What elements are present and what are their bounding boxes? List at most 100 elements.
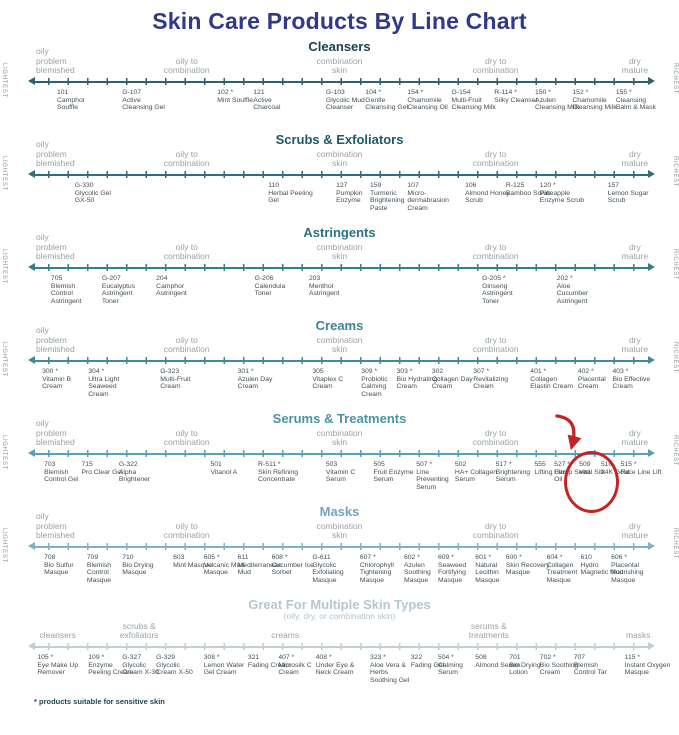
product-name: Microsilk C Cream xyxy=(278,661,312,677)
product-name: Bio Drying Lotion xyxy=(509,661,541,677)
product-code: G-611 xyxy=(312,554,331,561)
product-label-607: 607 * Chlorophyll Tightening Masque xyxy=(360,554,406,585)
skin-type-label-combination: combination skin xyxy=(316,520,363,540)
skin-type-label-oily-to: oily to combination xyxy=(163,427,210,447)
product-code: 300 * xyxy=(42,368,58,375)
product-code: 121 xyxy=(253,89,265,96)
skin-type-label-dry: dry mature xyxy=(621,427,649,447)
section-title: Masks xyxy=(319,504,360,519)
skin-type-label-oily: oily problem blemished xyxy=(35,232,75,261)
product-name: Bio Hydrating Cream xyxy=(396,375,438,391)
axis-arrowhead-left xyxy=(27,642,35,651)
product-code: 504 * xyxy=(437,654,454,661)
product-name: Enzyme Peeling Cream xyxy=(88,661,134,677)
product-name: Camphor Astringent xyxy=(156,282,187,298)
product-name: Skin Recovery Masque xyxy=(505,561,550,577)
side-label-lightest: LIGHTEST xyxy=(1,156,7,191)
categories-band: Serums & Treatments oily problem blemishe… xyxy=(0,411,679,448)
product-label-300: 300 * Vitamin B Cream xyxy=(42,368,88,391)
product-label-307: 307 * Revitalizing Cream xyxy=(473,368,519,391)
product-code: 701 xyxy=(509,654,521,661)
product-name: Glycolic Cream X-30 xyxy=(122,661,159,677)
product-code: 600 * xyxy=(505,554,522,561)
product-code: 527 * xyxy=(554,461,570,468)
product-label-152: 152 * Chamomile Cleansing Milk xyxy=(572,89,618,112)
skin-type-label-oily: oily problem blemished xyxy=(35,511,75,540)
categories-band: Great For Multiple Skin Types (oily, dry,… xyxy=(0,597,679,641)
richness-axis xyxy=(0,641,679,652)
skin-type-label-oily-to: oily to combination xyxy=(163,148,210,168)
product-code: 157 xyxy=(607,182,620,189)
product-label-303: 303 * Bio Hydrating Cream xyxy=(397,368,443,391)
product-label-104: 104 * Gentle Cleansing Gel xyxy=(365,89,411,112)
product-name: Bio Sulfur Masque xyxy=(44,561,74,577)
skin-type-label-dry-to: dry to combination xyxy=(472,334,519,354)
skin-type-label-dry-to: dry to combination xyxy=(472,241,519,261)
product-code: 308 * xyxy=(203,654,220,661)
product-label-g-327: G-327 Glycolic Cream X-30 xyxy=(122,654,168,677)
product-name: Active Charcoal xyxy=(253,96,281,112)
line-row-creams: Creams oily problem blemished oily to comb… xyxy=(0,318,679,411)
highlight-arrow-annotation xyxy=(547,413,587,460)
product-code: 611 xyxy=(237,554,249,561)
skin-type-label-dry-to: dry to combination xyxy=(472,520,519,540)
product-code: 321 xyxy=(247,654,260,661)
product-label-707: 707 Blemish Control Tar xyxy=(574,654,620,677)
product-name: Turmeric Brightening Paste xyxy=(370,189,405,213)
product-code: 707 xyxy=(573,654,586,661)
product-name: Bio Effective Cream xyxy=(612,375,651,391)
richness-axis: LIGHTEST RICHEST xyxy=(0,528,679,563)
side-label-richest: RICHEST xyxy=(672,435,678,467)
product-label-517: 517 * Brightening Serum xyxy=(496,461,542,484)
skin-type-label-creams: creams xyxy=(271,629,300,640)
product-label-555: 555 Lifting Elixir xyxy=(534,461,580,476)
product-label-202: 202 * Aloe Cucumber Astringent xyxy=(557,275,603,306)
product-name: Gentle Cleansing Gel xyxy=(365,96,408,112)
product-label-102: 102 * Mint Souffle xyxy=(217,89,263,104)
section-title: Astringents xyxy=(303,225,376,240)
product-name: Pro Clear Gel xyxy=(81,468,123,476)
page-title: Skin Care Products By Line Chart xyxy=(152,8,527,34)
product-code: 304 * xyxy=(88,368,105,375)
product-name: Placental Cream xyxy=(577,375,606,391)
product-label-403: 403 * Bio Effective Cream xyxy=(612,368,658,391)
axis-ticks xyxy=(47,543,639,550)
product-code: 705 xyxy=(50,275,63,282)
product-label-715: 715 Pro Clear Gel xyxy=(81,461,127,476)
side-label-richest: RICHEST xyxy=(672,249,678,281)
product-name: Vitaplex C Cream xyxy=(312,375,344,391)
product-code: 150 * xyxy=(535,89,551,96)
product-label-g-329: G-329 Glycolic Cream X-50 xyxy=(156,654,202,677)
product-code: G-323 xyxy=(160,368,180,375)
product-code: 101 xyxy=(57,89,69,96)
product-label-g-207: G-207 Eucalyptus Astringent Toner xyxy=(102,275,148,306)
line-row-astringents: Astringents oily problem blemished oily to… xyxy=(0,225,679,318)
product-name: Probiotic Calming Cream xyxy=(361,375,388,399)
product-name: Lifting Elixir xyxy=(534,468,570,476)
product-label-709: 709 Blemish Control Masque xyxy=(87,554,133,585)
product-name: Natural Lecithin Masque xyxy=(475,561,500,585)
product-label-r-511: R-511 * Skin Refining Concentrate xyxy=(258,461,304,484)
axis-ticks xyxy=(47,78,639,85)
skin-type-label-dry-to: dry to combination xyxy=(472,55,519,75)
skin-type-label-combination: combination skin xyxy=(316,427,363,447)
product-label-608: 608 * Cucumber Ice Sorbet xyxy=(272,554,318,577)
product-code: 715 xyxy=(81,461,93,468)
product-name: Azulen Cleansing Milk xyxy=(535,96,580,112)
product-code: 322 xyxy=(410,654,423,661)
product-name: Mint Masque xyxy=(173,561,213,569)
product-code: 610 xyxy=(580,554,592,561)
product-code: 303 * xyxy=(396,368,413,375)
skin-type-label-dry: dry mature xyxy=(621,520,649,540)
product-name: Aloe Vera & Herbs Soothing Gel xyxy=(370,661,410,685)
product-label-309: 309 * Probiotic Calming Cream xyxy=(361,368,407,399)
product-label-204: 204 Camphor Astringent xyxy=(156,275,202,298)
product-code: 708 xyxy=(44,554,56,561)
product-name: Glycolic Mud Cleanser xyxy=(325,96,365,112)
product-label-322: 322 Fading Gel xyxy=(411,654,457,669)
product-name: Fading Cream xyxy=(247,661,291,669)
product-name: Camphor Souffle xyxy=(57,96,85,112)
skin-type-label-oily: oily problem blemished xyxy=(35,46,75,75)
product-code: 109 * xyxy=(88,654,105,661)
product-code: G-107 xyxy=(122,89,142,96)
